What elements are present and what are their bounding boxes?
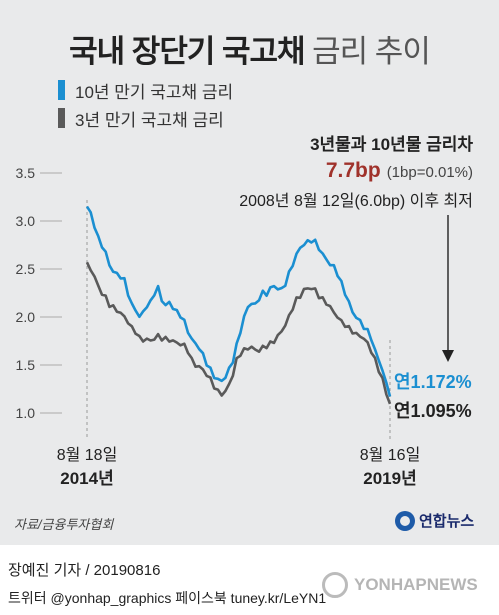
line-chart: 3.5 3.0 2.5 2.0 1.5 1.0 8월 18일 2014년 8월 16일 2019년…	[16, 165, 472, 488]
y-tick-label: 2.5	[16, 261, 36, 277]
series-line-three-year	[85, 261, 392, 405]
chart-card: 국내 장단기 국고채 금리 추이 10년 만기 국고채 금리 3년 만기 국고채…	[0, 0, 499, 545]
chart-title: 국내 장단기 국고채 금리 추이	[0, 26, 499, 71]
y-tick-label: 3.0	[16, 213, 36, 229]
note-line2: 7.7bp (1bp=0.01%)	[239, 159, 473, 183]
y-tick-label: 1.5	[16, 357, 36, 373]
end-label-three-year: 연1.095%	[394, 401, 472, 421]
legend: 10년 만기 국고채 금리 3년 만기 국고채 금리	[58, 76, 233, 132]
watermark-text: YONHAPNEWS	[354, 575, 478, 594]
x-label-start-year: 2014년	[60, 469, 113, 488]
title-light: 금리 추이	[312, 34, 431, 69]
yonhap-logo: 연합뉴스	[395, 510, 474, 531]
yonhap-logo-text: 연합뉴스	[419, 513, 475, 530]
legend-item-ten-year: 10년 만기 국고채 금리	[58, 76, 233, 104]
source-note: 자료/금융투자협회	[14, 517, 114, 532]
legend-label-ten-year: 10년 만기 국고채 금리	[75, 82, 234, 102]
note-arrow-head	[442, 350, 454, 362]
yonhap-logo-icon	[395, 510, 415, 531]
legend-item-three-year: 3년 만기 국고채 금리	[58, 104, 233, 132]
end-label-ten-year: 연1.172%	[394, 372, 472, 392]
y-tick-label: 1.0	[16, 405, 36, 421]
legend-swatch-three-year	[58, 108, 65, 128]
x-label-end-date: 8월 16일	[360, 446, 421, 464]
watermark: YONHAPNEWS	[322, 572, 478, 598]
note-line3: 2008년 8월 12일(6.0bp) 이후 최저	[239, 193, 473, 210]
watermark-icon	[322, 572, 348, 598]
y-tick-label: 3.5	[16, 165, 36, 181]
spread-note: 3년물과 10년물 금리차 7.7bp (1bp=0.01%) 2008년 8월 …	[239, 130, 473, 211]
note-line1: 3년물과 10년물 금리차	[310, 135, 473, 154]
y-tick-label: 2.0	[16, 309, 36, 325]
note-spread-unit: (1bp=0.01%)	[386, 164, 473, 181]
note-spread-value: 7.7bp	[325, 159, 381, 182]
legend-label-three-year: 3년 만기 국고채 금리	[75, 110, 224, 130]
legend-swatch-ten-year	[58, 80, 65, 100]
series-line-ten-year	[85, 205, 392, 397]
x-label-start-date: 8월 18일	[57, 446, 118, 464]
x-label-end-year: 2019년	[363, 469, 416, 488]
social-links: 트위터 @yonhap_graphics 페이스북 tuney.kr/LeYN1	[8, 590, 327, 606]
title-bold: 국내 장단기 국고채	[69, 34, 305, 69]
reporter-credit: 장예진 기자 / 20190816	[8, 562, 161, 579]
